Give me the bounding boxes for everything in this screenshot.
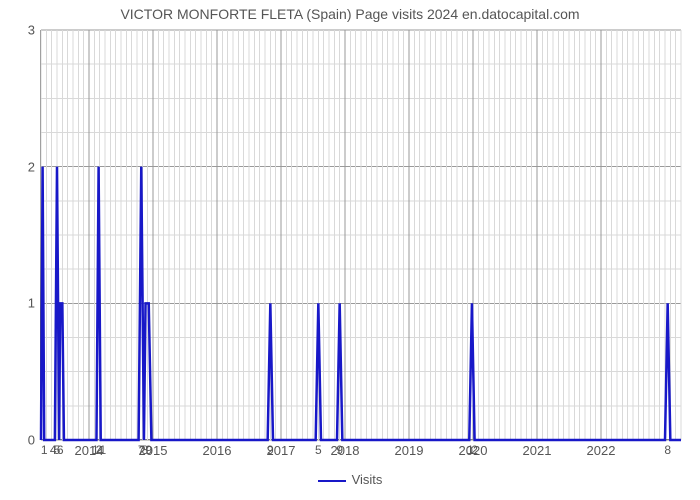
plot-area: 0123201420152016201720182019202020212022…	[40, 30, 680, 440]
x-year-label: 2018	[331, 439, 360, 458]
chart-title: VICTOR MONFORTE FLETA (Spain) Page visit…	[0, 6, 700, 22]
legend-label: Visits	[352, 472, 383, 487]
x-count-label: 9	[336, 439, 343, 457]
x-year-label: 2016	[203, 439, 232, 458]
x-count-label: 9	[145, 439, 152, 457]
y-tick-label: 2	[28, 159, 41, 174]
legend-swatch	[318, 480, 346, 482]
y-tick-label: 3	[28, 23, 41, 38]
legend: Visits	[0, 472, 700, 487]
x-count-label: 1	[41, 439, 48, 457]
y-tick-label: 1	[28, 296, 41, 311]
line-series	[41, 30, 681, 440]
x-year-label: 2021	[523, 439, 552, 458]
x-year-label: 2019	[395, 439, 424, 458]
x-count-label: 8	[664, 439, 671, 457]
y-tick-label: 0	[28, 433, 41, 448]
x-count-label: 9	[267, 439, 274, 457]
x-year-label: 2022	[587, 439, 616, 458]
chart-container: VICTOR MONFORTE FLETA (Spain) Page visit…	[0, 0, 700, 500]
x-count-label: 5	[315, 439, 322, 457]
x-count-label: 1	[100, 439, 107, 457]
x-count-label: 6	[57, 439, 64, 457]
x-count-label: 2	[471, 439, 478, 457]
